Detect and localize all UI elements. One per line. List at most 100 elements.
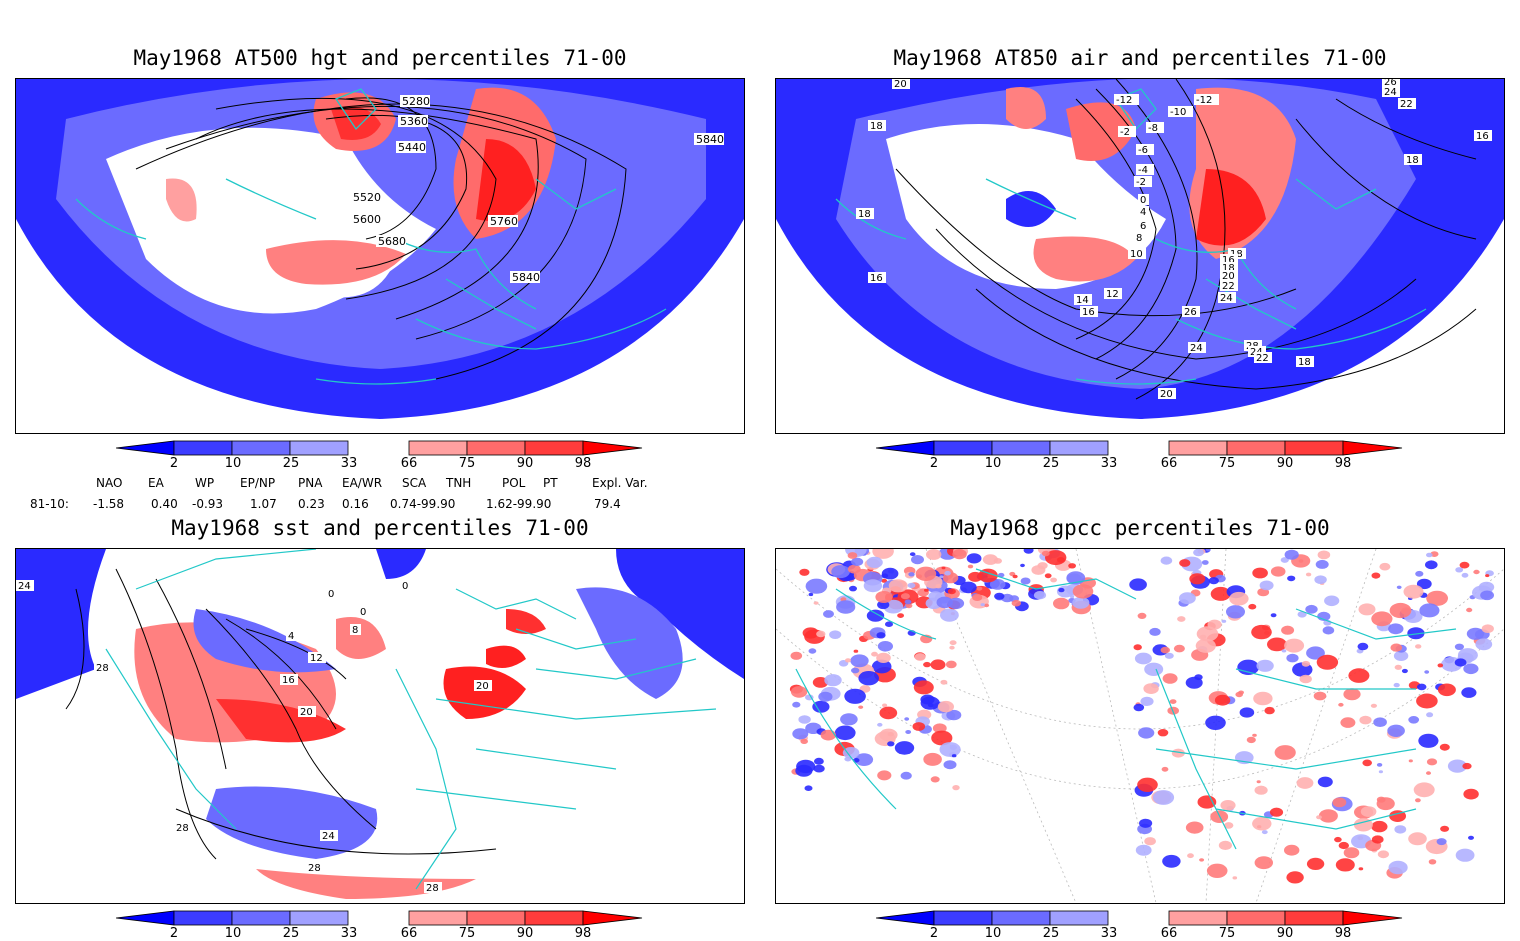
colorbar-swatch	[349, 911, 409, 925]
colorbar-arrow-low	[876, 910, 935, 926]
contour-label: 22	[1222, 281, 1235, 292]
colorbar-tick-label: 66	[1160, 926, 1178, 941]
index-value: 1.07	[250, 497, 277, 511]
colorbar-swatch	[933, 910, 993, 926]
colorbar-gpcc	[876, 910, 1403, 926]
colorbar-swatch	[1226, 440, 1286, 456]
contour-label: 28	[96, 663, 109, 674]
contour-label: 5280	[402, 95, 430, 108]
contour-label: 22	[1256, 353, 1269, 364]
contour-label: 20	[300, 707, 313, 718]
colorbar-swatch	[1049, 910, 1109, 926]
contour-label: 20	[476, 681, 489, 692]
colorbar-tick-label: 33	[340, 926, 358, 941]
contour-label: 8	[1136, 233, 1142, 244]
contour-label: 24	[18, 581, 31, 592]
contour-label: 6	[1140, 221, 1146, 232]
colorbar-tick-label: 33	[1100, 926, 1118, 941]
colorbar-tick-label: 10	[984, 456, 1002, 471]
colorbar-swatch	[408, 910, 468, 926]
colorbar-swatch	[466, 910, 526, 926]
colorbar-tick-label: 10	[224, 456, 242, 471]
colorbar-tick-label: 33	[340, 456, 358, 471]
colorbar-tick-label: 10	[224, 926, 242, 941]
map-sst: 24 0 0 0 4 8 12 16 20 20 24 28 28 28 28	[16, 549, 744, 899]
contour-label: 24	[322, 831, 335, 842]
panel-title-sst: May1968 sst and percentiles 71-00	[171, 516, 589, 540]
contour-label: 5760	[490, 215, 518, 228]
colorbar-tick-label: 25	[1042, 456, 1060, 471]
contour-label: 16	[870, 273, 883, 284]
colorbar-hgt500	[116, 440, 643, 456]
colorbar-arrow-low	[876, 440, 935, 456]
colorbar-swatch	[466, 440, 526, 456]
colorbar-swatch	[524, 440, 584, 456]
contour-label: -6	[1138, 145, 1148, 156]
colorbar-tick-label: 25	[282, 926, 300, 941]
contour-label: 5520	[353, 191, 381, 204]
contour-label: 4	[1140, 207, 1146, 218]
contour-label: 24	[1384, 87, 1397, 98]
contour-label: 18	[1406, 155, 1419, 166]
map-panel-air850: 20 18 18 16 -12 -10 -12 -2 -8 -6 -4 -2 0 4 6 8 10 12 14 16 1…	[775, 78, 1505, 434]
colorbar-swatch	[1049, 440, 1109, 456]
colorbar-sst	[116, 910, 643, 926]
contour-label: 12	[1106, 289, 1119, 300]
colorbar-arrow-high	[1342, 910, 1403, 926]
colorbar-swatch	[1168, 440, 1228, 456]
colorbar-tick-label: 75	[1218, 456, 1236, 471]
map-gpcc	[776, 549, 1504, 903]
colorbar-swatch	[289, 910, 349, 926]
colorbar-tick-label: 2	[169, 926, 179, 941]
colorbar-swatch	[1109, 441, 1169, 455]
contour-label: 20	[1160, 389, 1173, 400]
index-header: EA/WR	[342, 476, 383, 490]
colorbar-tick-label: 25	[1042, 926, 1060, 941]
contour-label: 5360	[400, 115, 428, 128]
colorbar-swatch	[231, 440, 291, 456]
index-value: -1.58	[93, 497, 125, 511]
colorbar-swatch	[408, 440, 468, 456]
index-header: EP/NP	[240, 476, 276, 490]
colorbar-tick-label: 33	[1100, 456, 1118, 471]
index-header: PNA	[298, 476, 323, 490]
contour-label: 28	[426, 883, 439, 894]
contour-label: 5840	[512, 271, 540, 284]
colorbar-tick-label: 98	[574, 456, 592, 471]
colorbar-arrow-high	[1342, 440, 1403, 456]
colorbar-swatch	[524, 910, 584, 926]
contour-label: 12	[310, 653, 323, 664]
map-panel-sst: 24 0 0 0 4 8 12 16 20 20 24 28 28 28 28	[15, 548, 745, 904]
colorbar-tick-label: 98	[574, 926, 592, 941]
contour-label: -8	[1148, 123, 1158, 134]
colorbar-swatch	[173, 910, 233, 926]
colorbar-arrow-high	[582, 910, 643, 926]
colorbar-swatch	[289, 440, 349, 456]
contour-label: 26	[1184, 307, 1197, 318]
index-row-label: 81-10:	[30, 497, 69, 511]
colorbar-swatch	[173, 440, 233, 456]
contour-label: 16	[1476, 131, 1489, 142]
colorbar-arrow-low	[116, 910, 175, 926]
colorbar-air850	[876, 440, 1403, 456]
index-value: 79.4	[594, 497, 621, 511]
contour-label: 20	[1222, 271, 1235, 282]
contour-label: 20	[894, 79, 907, 90]
colorbar-swatch	[349, 441, 409, 455]
contour-label: -2	[1136, 177, 1146, 188]
contour-label: 4	[288, 631, 294, 642]
colorbar-tick-label: 90	[1276, 926, 1294, 941]
index-header: EA	[148, 476, 164, 490]
map-panel-gpcc	[775, 548, 1505, 904]
contour-label: 5440	[398, 141, 426, 154]
index-header: PT	[543, 476, 558, 490]
panel-title-gpcc: May1968 gpcc percentiles 71-00	[950, 516, 1330, 540]
colorbar-tick-label: 75	[1218, 926, 1236, 941]
map-panel-hgt500: 5280 5360 5440 5520 5600 5680 5760 5840 …	[15, 78, 745, 434]
index-value: 1.62-99.90	[486, 497, 552, 511]
index-value: 0.74-99.90	[390, 497, 456, 511]
contour-label: -4	[1138, 165, 1148, 176]
colorbar-tick-label: 98	[1334, 456, 1352, 471]
colorbar-arrow-high	[582, 440, 643, 456]
